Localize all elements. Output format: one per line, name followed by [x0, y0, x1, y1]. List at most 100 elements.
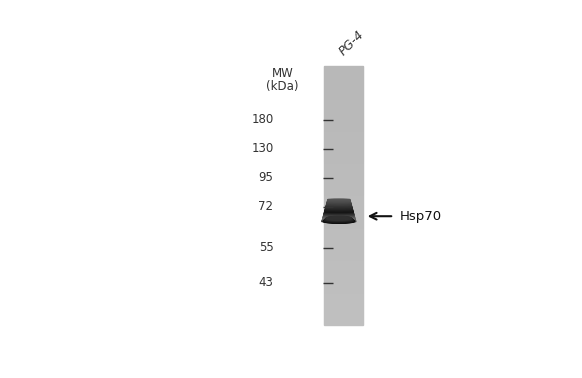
Bar [324, 85, 363, 87]
Bar [324, 216, 363, 217]
Text: MW: MW [272, 67, 293, 80]
Bar [324, 83, 363, 84]
Bar [324, 104, 363, 105]
Bar [324, 160, 363, 161]
Ellipse shape [324, 213, 354, 214]
Bar [324, 254, 363, 255]
Bar [324, 121, 363, 122]
Ellipse shape [323, 215, 354, 217]
Bar [324, 185, 363, 186]
Ellipse shape [327, 202, 351, 203]
Ellipse shape [324, 211, 353, 212]
Text: 43: 43 [258, 276, 274, 289]
Bar [324, 203, 363, 204]
Bar [324, 206, 363, 208]
Bar [324, 66, 363, 67]
Bar [324, 322, 363, 323]
Ellipse shape [327, 201, 351, 202]
Bar [324, 141, 363, 142]
Bar [324, 202, 363, 203]
Bar [324, 110, 363, 111]
Bar [324, 302, 363, 303]
Bar [324, 281, 363, 282]
Bar [324, 319, 363, 321]
Bar [324, 96, 363, 97]
Bar [324, 310, 363, 311]
Bar [324, 164, 363, 165]
Ellipse shape [325, 218, 353, 221]
Bar [324, 271, 363, 272]
Bar [324, 201, 363, 202]
Ellipse shape [322, 220, 356, 222]
Ellipse shape [324, 212, 354, 213]
Bar [324, 181, 363, 182]
Bar [324, 204, 363, 205]
Ellipse shape [326, 205, 352, 206]
Bar [324, 198, 363, 199]
Bar [324, 220, 363, 221]
Bar [324, 68, 363, 69]
Ellipse shape [324, 220, 354, 223]
Text: 55: 55 [259, 241, 274, 254]
Ellipse shape [322, 220, 356, 221]
Bar [324, 177, 363, 178]
Bar [324, 190, 363, 191]
Ellipse shape [326, 204, 352, 206]
Bar [324, 150, 363, 151]
Ellipse shape [327, 201, 350, 202]
Ellipse shape [324, 214, 354, 215]
Bar [324, 191, 363, 192]
Ellipse shape [325, 208, 353, 209]
Bar [324, 82, 363, 83]
Bar [324, 109, 363, 110]
Bar [324, 151, 363, 152]
Ellipse shape [326, 204, 352, 205]
Ellipse shape [325, 208, 353, 209]
Bar [324, 273, 363, 274]
Bar [324, 324, 363, 325]
Bar [324, 99, 363, 100]
Bar [324, 126, 363, 127]
Bar [324, 154, 363, 155]
Bar [324, 297, 363, 298]
Bar [324, 166, 363, 167]
Bar [324, 70, 363, 71]
Bar [324, 155, 363, 156]
Bar [324, 149, 363, 150]
Ellipse shape [327, 201, 351, 203]
Ellipse shape [323, 216, 354, 217]
Text: 180: 180 [251, 113, 274, 126]
Bar [324, 173, 363, 174]
Bar [324, 274, 363, 275]
Bar [324, 111, 363, 112]
Bar [324, 183, 363, 184]
Bar [324, 117, 363, 118]
Bar [324, 267, 363, 268]
Bar [324, 221, 363, 222]
Bar [324, 288, 363, 290]
Bar [324, 118, 363, 119]
Bar [324, 222, 363, 223]
Bar [324, 107, 363, 108]
Bar [324, 208, 363, 209]
Bar [324, 232, 363, 233]
Bar [324, 159, 363, 160]
Ellipse shape [325, 218, 352, 221]
Bar [324, 276, 363, 277]
Bar [324, 315, 363, 316]
Bar [324, 261, 363, 262]
Bar [324, 252, 363, 253]
Bar [324, 309, 363, 310]
Bar [324, 69, 363, 70]
Bar [324, 247, 363, 248]
Bar [324, 138, 363, 139]
Bar [324, 122, 363, 123]
Bar [324, 73, 363, 74]
Ellipse shape [327, 217, 352, 220]
Bar [324, 251, 363, 252]
Bar [324, 316, 363, 317]
Bar [324, 105, 363, 106]
Bar [324, 87, 363, 88]
Bar [324, 259, 363, 260]
Bar [324, 100, 363, 101]
